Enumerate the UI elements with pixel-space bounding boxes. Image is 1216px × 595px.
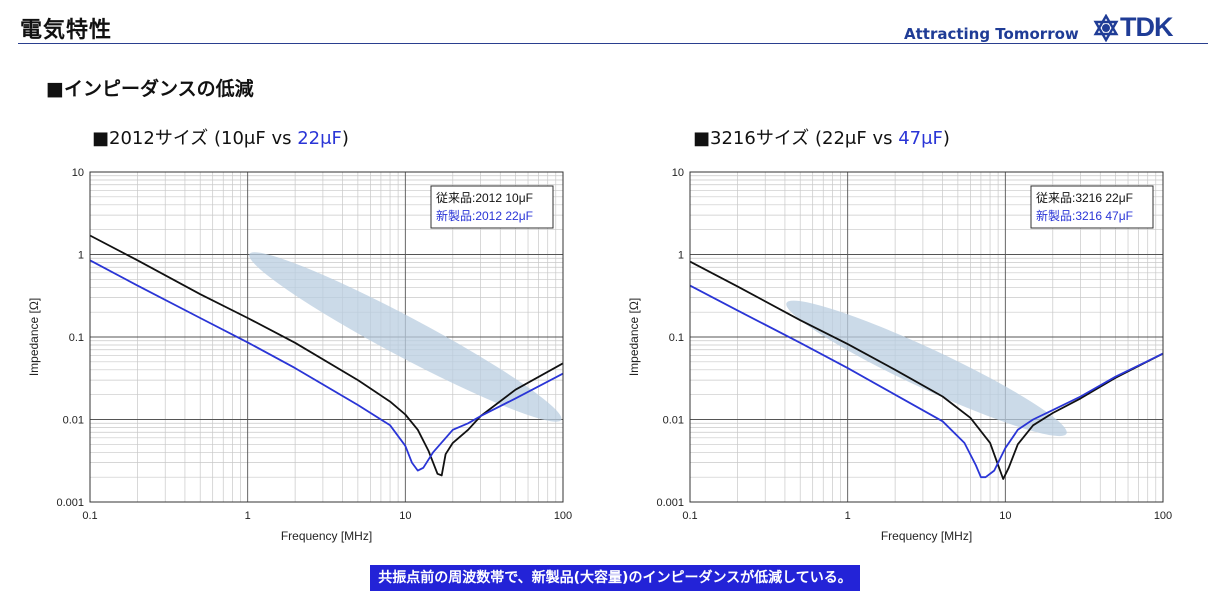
section-title: ■インピーダンスの低減 [46, 78, 254, 100]
y-tick-label: 0.01 [63, 415, 84, 427]
chart-title-1: ■2012サイズ (10μF vs 22μF) [92, 124, 349, 150]
chart-title-highlight: 47μF [898, 128, 943, 149]
y-axis-label: Impedance [Ω] [627, 298, 641, 376]
y-axis-label: Impedance [Ω] [27, 298, 41, 376]
x-tick-label: 10 [399, 510, 411, 522]
x-tick-label: 0.1 [82, 510, 97, 522]
y-tick-label: 1 [78, 250, 84, 262]
header-divider [18, 43, 1208, 44]
plot-frame [689, 171, 1164, 503]
chart-title-text: ■2012サイズ (10μF vs [92, 128, 298, 149]
impedance-chart-3216: 0.1 1 10 100 0.001 0.01 0.1 1 10 Frequency [MHz] I… [627, 167, 1172, 543]
x-tick-label: 10 [999, 510, 1011, 522]
y-tick-label: 0.001 [656, 497, 684, 509]
legend-entry: 新製品:2012 22μF [436, 208, 533, 223]
x-tick-label: 1 [245, 510, 251, 522]
series-line-conventional [689, 260, 1164, 480]
highlight-ellipse [786, 300, 1067, 437]
highlight-ellipse [249, 252, 562, 422]
y-tick-label: 10 [672, 167, 684, 179]
y-tick-label: 0.1 [669, 332, 684, 344]
y-tick-label: 0.1 [69, 332, 84, 344]
tdk-logo-icon [1093, 14, 1119, 42]
series-line-new [689, 284, 1164, 479]
x-axis-label: Frequency [MHz] [281, 529, 372, 543]
chart-title-2: ■3216サイズ (22μF vs 47μF) [693, 124, 950, 150]
legend-entry: 新製品:3216 47μF [1036, 208, 1133, 223]
y-tick-label: 0.001 [56, 497, 84, 509]
plot-frame [89, 171, 564, 503]
legend-entry: 従来品:3216 22μF [1036, 191, 1133, 205]
x-tick-label: 0.1 [682, 510, 697, 522]
series-line-new [89, 259, 564, 472]
x-tick-label: 100 [554, 510, 572, 522]
logo-text: TDK [1120, 12, 1173, 42]
chart-title-highlight: 22μF [297, 128, 342, 149]
chart-title-suffix: ) [341, 128, 349, 149]
chart-title-suffix: ) [942, 128, 950, 149]
impedance-chart-2012: 0.1 1 10 100 0.001 0.01 0.1 1 10 Frequency [MHz] I… [27, 167, 572, 543]
chart-title-text: ■3216サイズ (22μF vs [693, 128, 899, 149]
page-title: 電気特性 [20, 18, 113, 43]
series-line-conventional [89, 234, 564, 477]
caption-banner: 共振点前の周波数帯で、新製品(大容量)のインピーダンスが低減している。 [370, 565, 860, 591]
y-tick-label: 1 [678, 250, 684, 262]
x-tick-label: 1 [845, 510, 851, 522]
legend-box [1030, 185, 1154, 229]
legend-entry: 従来品:2012 10μF [436, 191, 533, 205]
y-tick-label: 0.01 [663, 415, 684, 427]
tagline: Attracting Tomorrow [904, 25, 1079, 43]
x-axis-label: Frequency [MHz] [881, 529, 972, 543]
y-tick-label: 10 [72, 167, 84, 179]
legend-box [430, 185, 554, 229]
x-tick-label: 100 [1154, 510, 1172, 522]
